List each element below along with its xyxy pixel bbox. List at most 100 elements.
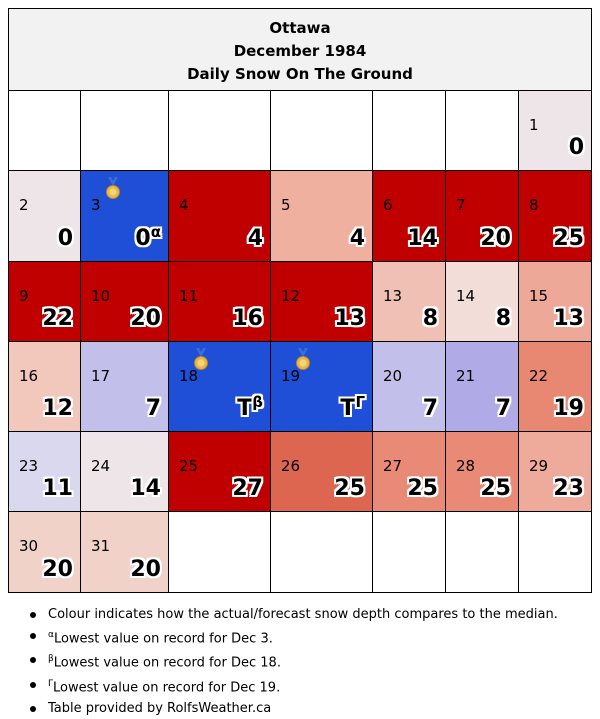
- day-number: 3: [91, 196, 101, 214]
- medal-icon: [105, 177, 121, 199]
- footnote-item: Table provided by RolfsWeather.ca: [30, 698, 558, 719]
- day-cell-20: 20 7: [373, 342, 446, 432]
- medal-icon: [193, 348, 209, 370]
- day-number: 17: [91, 367, 111, 385]
- snow-depth-value: 8: [422, 306, 438, 331]
- empty-cell: [446, 512, 519, 592]
- day-cell-7: 7 20: [446, 171, 519, 262]
- snow-depth-value: 25: [334, 476, 365, 501]
- footnote-text: Lowest value on record for Dec 18.: [53, 655, 281, 671]
- day-number: 31: [91, 537, 111, 555]
- day-cell-30: 30 20: [9, 512, 81, 592]
- day-cell-22: 22 19: [519, 342, 591, 432]
- medal-icon: [295, 348, 311, 370]
- day-cell-11: 11 16: [169, 262, 271, 342]
- day-cell-21: 21 7: [446, 342, 519, 432]
- day-number: 18: [179, 367, 199, 385]
- snow-depth-value: TΓ: [340, 393, 365, 421]
- day-cell-17: 17 7: [81, 342, 169, 432]
- city-title: Ottawa: [269, 19, 331, 37]
- empty-cell: [271, 512, 373, 592]
- snow-depth-value: 27: [232, 476, 263, 501]
- day-cell-24: 24 14: [81, 432, 169, 512]
- footnote-item: αLowest value on record for Dec 3.: [30, 625, 558, 649]
- snow-depth-value: 20: [42, 557, 73, 582]
- snow-depth-value: 25: [407, 476, 438, 501]
- snow-depth-value: 20: [130, 557, 161, 582]
- day-cell-6: 6 14: [373, 171, 446, 262]
- bullet-icon: [30, 612, 36, 618]
- day-number: 29: [529, 457, 549, 475]
- day-number: 15: [529, 287, 549, 305]
- day-number: 5: [281, 196, 291, 214]
- footnote-mark: β: [48, 654, 54, 665]
- snow-depth-value: 7: [495, 396, 511, 421]
- day-number: 6: [383, 196, 393, 214]
- day-cell-9: 9 22: [9, 262, 81, 342]
- day-number: 30: [19, 537, 39, 555]
- bullet-icon: [30, 633, 36, 639]
- day-number: 2: [19, 196, 29, 214]
- day-number: 24: [91, 457, 111, 475]
- day-number: 11: [179, 287, 199, 305]
- day-number: 19: [281, 367, 301, 385]
- snow-depth-value: 25: [553, 226, 584, 251]
- day-number: 14: [456, 287, 476, 305]
- footnote-mark: α: [48, 630, 54, 640]
- snow-depth-value: 0: [568, 135, 584, 160]
- day-cell-23: 23 11: [9, 432, 81, 512]
- snow-depth-value: Tβ: [237, 393, 263, 421]
- day-number: 28: [456, 457, 476, 475]
- snow-depth-value: 13: [334, 306, 365, 331]
- day-cell-14: 14 8: [446, 262, 519, 342]
- snow-depth-value: 12: [42, 396, 73, 421]
- footnote-text: Colour indicates how the actual/forecast…: [48, 607, 558, 622]
- snow-depth-value: 0: [57, 226, 73, 251]
- record-footnote-mark: α: [150, 223, 161, 241]
- snow-depth-value: 13: [553, 306, 584, 331]
- snow-depth-value: 11: [42, 476, 73, 501]
- snow-depth-value: 4: [247, 226, 263, 251]
- footnote-text: Lowest value on record for Dec 3.: [53, 631, 273, 647]
- day-cell-16: 16 12: [9, 342, 81, 432]
- empty-cell: [271, 91, 373, 171]
- empty-cell: [169, 91, 271, 171]
- snow-depth-value: 23: [553, 476, 584, 501]
- day-number: 13: [383, 287, 403, 305]
- day-number: 10: [91, 287, 111, 305]
- footnote-item: ΓLowest value on record for Dec 19.: [30, 674, 558, 698]
- empty-cell: [519, 512, 591, 592]
- day-number: 27: [383, 457, 403, 475]
- empty-cell: [9, 91, 81, 171]
- calendar-subtitle: Daily Snow On The Ground: [187, 65, 413, 83]
- day-cell-15: 15 13: [519, 262, 591, 342]
- snow-depth-value: 19: [553, 396, 584, 421]
- day-number: 1: [529, 116, 539, 134]
- bullet-icon: [30, 657, 36, 664]
- snow-depth-value: 7: [422, 396, 438, 421]
- footnote-text: Lowest value on record for Dec 19.: [53, 679, 281, 695]
- empty-cell: [373, 91, 446, 171]
- day-number: 4: [179, 196, 189, 214]
- day-cell-31: 31 20: [81, 512, 169, 592]
- day-cell-12: 12 13: [271, 262, 373, 342]
- snow-depth-value: 0α: [135, 223, 161, 251]
- record-footnote-mark: Γ: [355, 393, 365, 411]
- snow-depth-value: 14: [407, 226, 438, 251]
- day-number: 26: [281, 457, 301, 475]
- record-footnote-mark: β: [252, 393, 263, 411]
- day-number: 20: [383, 367, 403, 385]
- day-cell-3: 3 0α: [81, 171, 169, 262]
- day-cell-27: 27 25: [373, 432, 446, 512]
- day-cell-25: 25 27: [169, 432, 271, 512]
- snow-depth-value: 16: [232, 306, 263, 331]
- snow-depth-value: 22: [42, 306, 73, 331]
- day-cell-29: 29 23: [519, 432, 591, 512]
- day-number: 16: [19, 367, 39, 385]
- day-cell-18: 18 Tβ: [169, 342, 271, 432]
- footnote-text: Table provided by RolfsWeather.ca: [48, 700, 272, 716]
- snow-depth-value: 4: [349, 226, 365, 251]
- day-number: 22: [529, 367, 549, 385]
